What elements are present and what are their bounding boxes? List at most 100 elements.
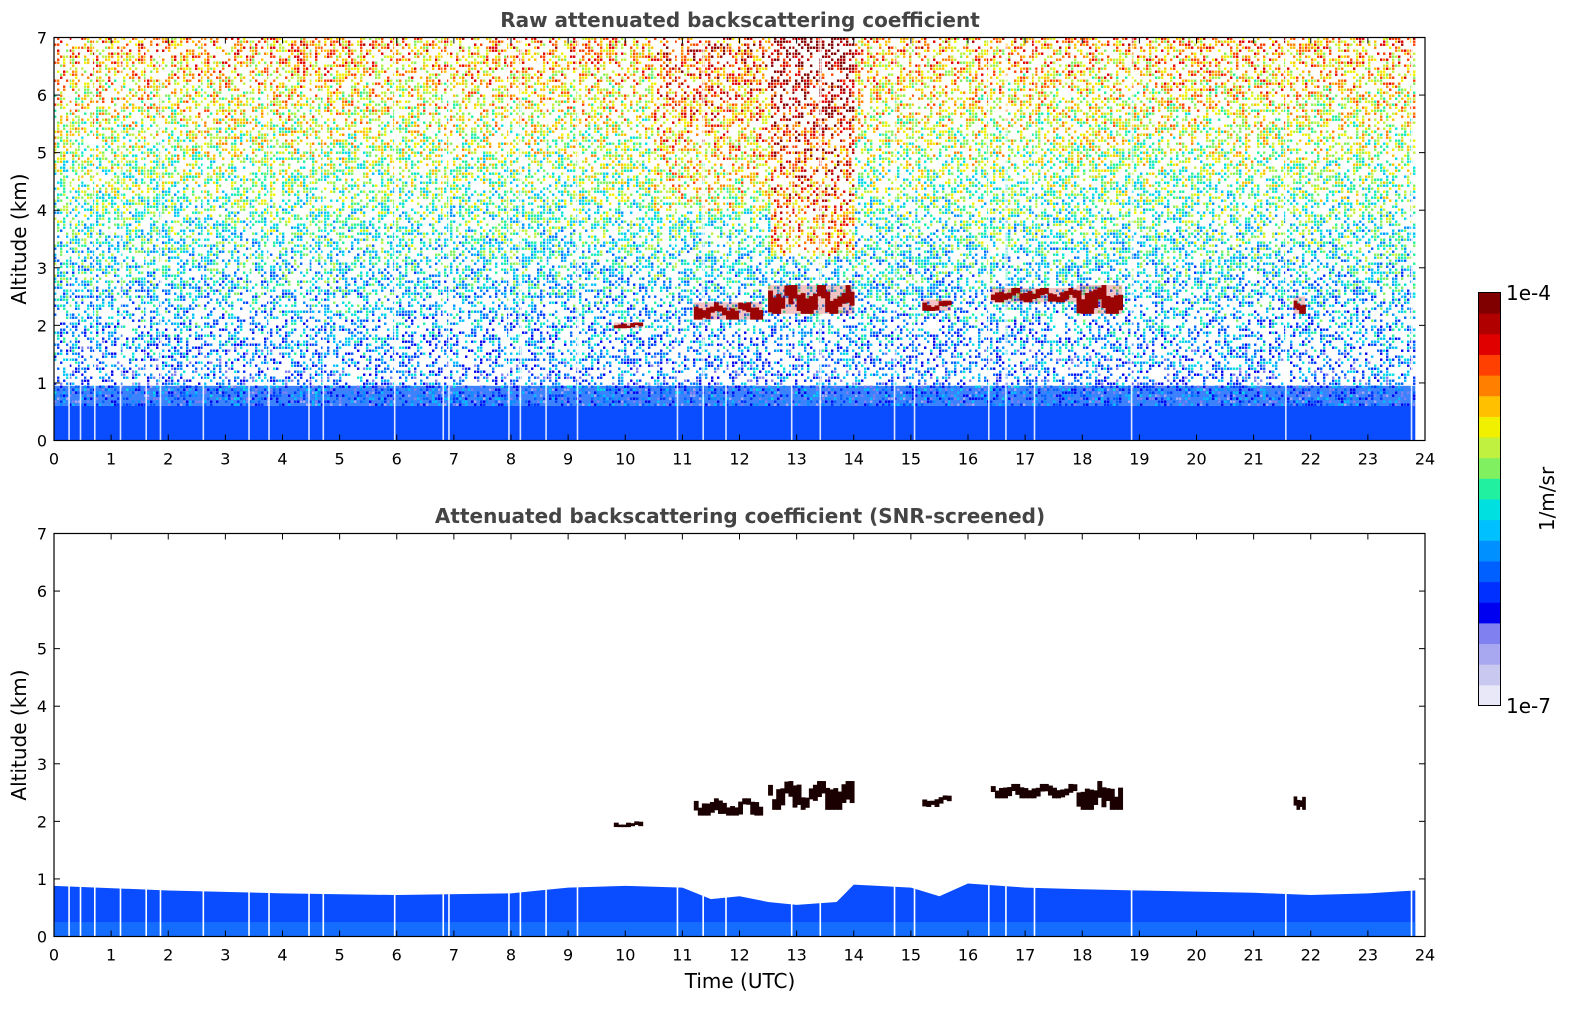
noise-pixel [1008,59,1010,61]
noise-pixel [738,95,740,97]
noise-pixel [849,65,851,67]
noise-pixel [573,89,575,91]
noise-pixel [264,68,266,70]
noise-pixel [72,50,74,52]
noise-pixel [156,71,158,73]
noise-pixel [1071,74,1073,76]
noise-pixel [87,62,89,64]
noise-pixel [1305,44,1307,46]
noise-pixel [552,98,554,100]
noise-pixel [822,74,824,76]
noise-pixel [1242,47,1244,49]
noise-pixel [537,77,539,79]
noise-pixel [705,74,707,76]
noise-pixel [543,59,545,61]
noise-pixel [99,95,101,97]
noise-pixel [327,71,329,73]
noise-pixel [174,80,176,82]
noise-pixel [366,68,368,70]
noise-pixel [858,41,860,43]
noise-pixel [333,92,335,94]
noise-pixel [468,68,470,70]
noise-pixel [276,98,278,100]
noise-pixel [534,41,536,43]
noise-pixel [1182,80,1184,82]
noise-pixel [831,83,833,85]
noise-pixel [1203,65,1205,67]
noise-pixel [1254,65,1256,67]
noise-pixel [1263,56,1265,58]
noise-pixel [1317,47,1319,49]
noise-pixel [240,80,242,82]
noise-pixel [1353,98,1355,100]
noise-pixel [564,77,566,79]
noise-pixel [252,101,254,103]
noise-pixel [438,98,440,100]
noise-pixel [840,41,842,43]
noise-pixel [1404,77,1406,79]
noise-pixel [669,71,671,73]
noise-pixel [543,62,545,64]
noise-pixel [1329,86,1331,88]
noise-pixel [117,62,119,64]
noise-pixel [192,56,194,58]
noise-pixel [1200,74,1202,76]
noise-pixel [1347,47,1349,49]
noise-pixel [936,92,938,94]
noise-pixel [285,59,287,61]
noise-pixel [435,65,437,67]
noise-pixel [735,59,737,61]
noise-pixel [1224,53,1226,55]
noise-pixel [1224,98,1226,100]
noise-pixel [1329,74,1331,76]
noise-pixel [459,50,461,52]
noise-pixel [630,50,632,52]
noise-pixel [366,83,368,85]
noise-pixel [780,71,782,73]
noise-pixel [468,101,470,103]
noise-pixel [1290,47,1292,49]
noise-pixel [1056,92,1058,94]
noise-pixel [1098,95,1100,97]
noise-pixel [438,83,440,85]
noise-pixel [1290,86,1292,88]
noise-pixel [900,80,902,82]
noise-pixel [687,65,689,67]
noise-pixel [753,44,755,46]
noise-pixel [960,71,962,73]
noise-pixel [885,92,887,94]
noise-pixel [108,86,110,88]
noise-pixel [1404,95,1406,97]
noise-pixel [246,92,248,94]
noise-pixel [783,59,785,61]
noise-pixel [621,80,623,82]
noise-pixel [1413,92,1415,94]
noise-pixel [300,53,302,55]
noise-pixel [450,83,452,85]
noise-pixel [234,56,236,58]
noise-pixel [549,50,551,52]
noise-pixel [264,71,266,73]
noise-pixel [1059,74,1061,76]
noise-pixel [816,47,818,49]
noise-pixel [1230,56,1232,58]
noise-pixel [495,44,497,46]
noise-pixel [306,98,308,100]
noise-pixel [1092,44,1094,46]
noise-pixel [963,92,965,94]
noise-pixel [1182,68,1184,70]
noise-pixel [1344,74,1346,76]
noise-pixel [1023,95,1025,97]
noise-pixel [690,74,692,76]
noise-pixel [558,80,560,82]
noise-pixel [588,47,590,49]
noise-pixel [891,92,893,94]
noise-pixel [1116,50,1118,52]
noise-pixel [1221,56,1223,58]
noise-pixel [963,101,965,103]
noise-pixel [759,59,761,61]
noise-pixel [609,53,611,55]
noise-pixel [663,44,665,46]
noise-pixel [1314,53,1316,55]
noise-pixel [138,77,140,79]
